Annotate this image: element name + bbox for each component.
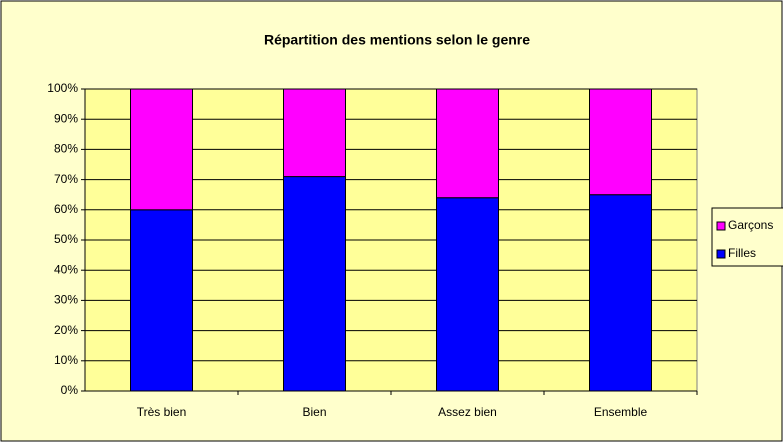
y-tick-label: 100%: [47, 81, 78, 95]
y-tick-label: 40%: [54, 262, 78, 276]
y-tick-label: 20%: [54, 323, 78, 337]
chart-title: Répartition des mentions selon le genre: [264, 32, 530, 48]
y-tick-label: 70%: [54, 172, 78, 186]
y-tick-label: 80%: [54, 142, 78, 156]
x-tick-label: Bien: [302, 405, 326, 419]
bar-segment: [589, 88, 652, 196]
legend-swatch: [716, 221, 726, 231]
y-tick-label: 30%: [54, 293, 78, 307]
legend-label: Filles: [728, 246, 756, 260]
bar-segment: [283, 88, 346, 178]
bar-segment: [589, 194, 652, 392]
bar-segment: [436, 88, 499, 199]
x-tick-label: Ensemble: [594, 405, 648, 419]
x-tick-label: Très bien: [137, 405, 187, 419]
bar-segment: [130, 88, 193, 211]
y-tick-label: 10%: [54, 353, 78, 367]
y-tick-label: 50%: [54, 232, 78, 246]
bar-segment: [130, 209, 193, 392]
bar-segment: [436, 197, 499, 392]
legend-swatch: [716, 249, 726, 259]
legend-label: Garçons: [728, 218, 773, 232]
x-tick-label: Assez bien: [438, 405, 497, 419]
y-tick-label: 0%: [61, 383, 79, 397]
y-tick-label: 60%: [54, 202, 78, 216]
bar-segment: [283, 176, 346, 392]
y-tick-label: 90%: [54, 111, 78, 125]
